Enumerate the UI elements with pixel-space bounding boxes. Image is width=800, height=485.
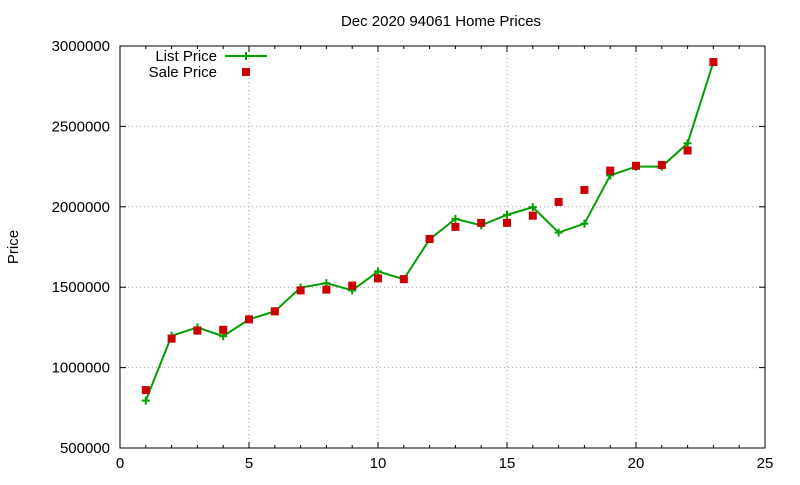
y-tick-label: 1000000 xyxy=(52,360,110,377)
y-tick-label: 2500000 xyxy=(52,118,110,135)
sale-price-point xyxy=(528,211,537,220)
sale-price-point xyxy=(657,160,666,169)
sale-price-point xyxy=(167,334,176,343)
sale-price-point xyxy=(425,234,434,243)
sale-price-point xyxy=(296,286,305,295)
sale-price-point xyxy=(451,222,460,231)
sale-price-point xyxy=(477,218,486,227)
sale-price-point xyxy=(399,275,408,284)
plot-border xyxy=(119,45,766,449)
sale-price-point xyxy=(270,307,279,316)
y-tick-label: 3000000 xyxy=(52,38,110,55)
x-tick-label: 10 xyxy=(370,455,387,472)
y-tick-label: 2000000 xyxy=(52,199,110,216)
sale-price-point xyxy=(606,166,615,175)
x-tick-label: 25 xyxy=(757,455,774,472)
sale-price-point xyxy=(348,281,357,290)
chart-title: Dec 2020 94061 Home Prices xyxy=(341,13,541,30)
sale-price-point xyxy=(193,326,202,335)
sale-price-point xyxy=(503,218,511,227)
sale-price-point xyxy=(245,315,253,324)
tick-labels: 0 5 10 15 20 25 500000 1000000 1500000 2000000 250… xyxy=(52,38,774,472)
x-tick-label: 15 xyxy=(499,455,516,472)
legend-marker-sale-price xyxy=(242,68,250,76)
axes xyxy=(119,45,766,449)
y-tick-label: 500000 xyxy=(60,440,110,457)
list-price-point xyxy=(374,267,382,276)
sale-price-point xyxy=(322,285,331,294)
sale-price-point xyxy=(374,274,382,283)
x-tick-label: 20 xyxy=(628,455,645,472)
x-tick-label: 0 xyxy=(116,455,124,472)
list-price-point xyxy=(451,214,460,223)
legend-label-sale-price: Sale Price xyxy=(149,64,217,81)
sale-price-point xyxy=(580,185,589,194)
sale-price-point xyxy=(219,325,228,334)
data-series xyxy=(141,58,718,405)
y-axis-label: Price xyxy=(5,230,22,264)
sale-price-point xyxy=(141,386,150,395)
legend-label-list-price: List Price xyxy=(155,48,217,65)
list-price-point xyxy=(580,219,589,228)
sale-price-point xyxy=(709,58,718,67)
sale-price-point xyxy=(632,161,640,170)
list-price-point xyxy=(503,210,511,219)
list-price-point xyxy=(528,203,537,212)
list-price-point xyxy=(683,139,692,148)
grid-lines xyxy=(120,46,765,448)
sale-price-point xyxy=(683,146,692,155)
sale-price-point xyxy=(554,197,563,206)
y-tick-label: 1500000 xyxy=(52,279,110,296)
list-price-point xyxy=(554,228,563,237)
list-price-point xyxy=(141,396,150,405)
x-tick-label: 5 xyxy=(245,455,253,472)
